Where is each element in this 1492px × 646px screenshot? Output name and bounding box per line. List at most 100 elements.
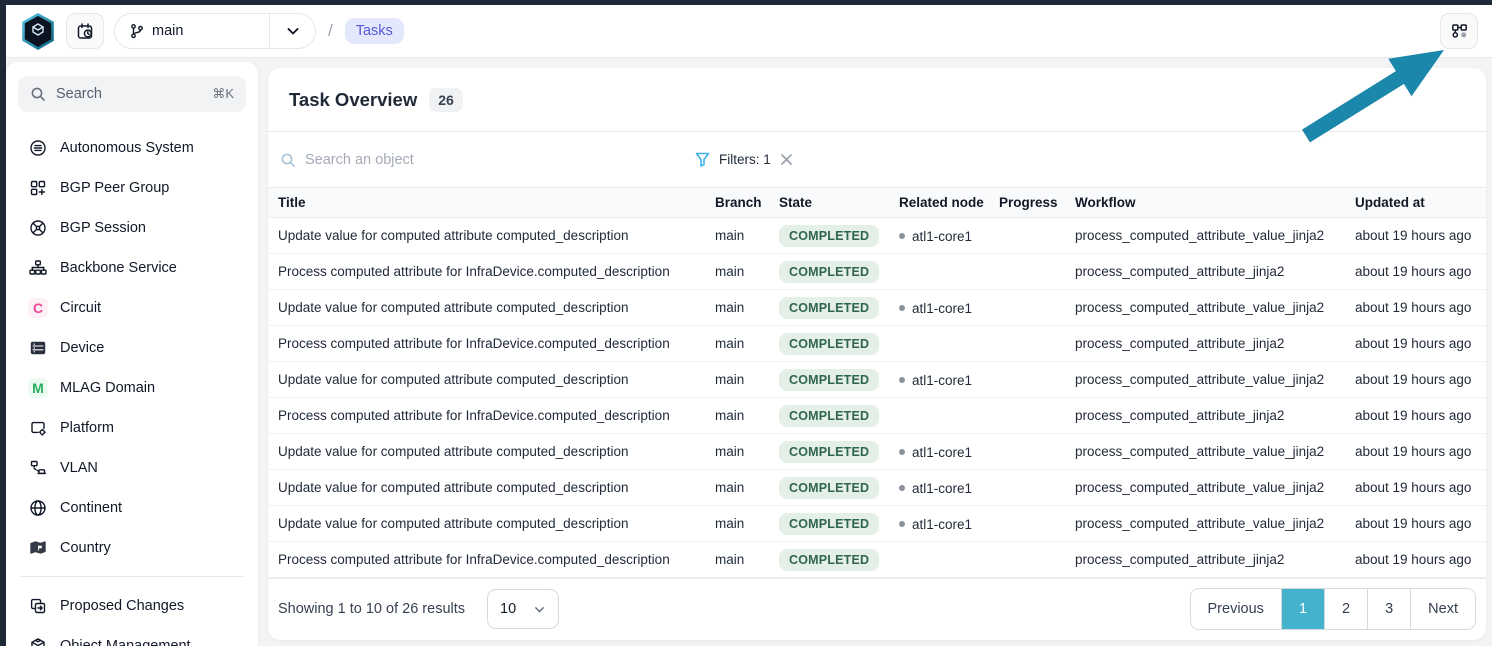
cell-related-node: atl1-core1 (889, 433, 989, 470)
page-size-select[interactable]: 10 (487, 589, 560, 629)
sidebar-item-label: MLAG Domain (60, 380, 156, 396)
branch-selector[interactable]: main (114, 13, 316, 49)
filters-control[interactable]: Filters: 1 (695, 152, 793, 167)
state-badge: COMPLETED (779, 368, 880, 391)
node-dot-icon (899, 449, 905, 456)
sidebar-divider (20, 576, 244, 577)
app-window: main / Tasks (6, 5, 1492, 646)
date-picker-button[interactable] (66, 13, 104, 49)
table-row[interactable]: Update value for computed attribute comp… (268, 469, 1486, 506)
cell-workflow: process_computed_attribute_jinja2 (1065, 325, 1345, 362)
cell-title: Update value for computed attribute comp… (268, 217, 705, 254)
sidebar-item-device[interactable]: Device (18, 328, 246, 368)
main-header: Task Overview 26 (268, 68, 1486, 132)
cell-branch: main (705, 217, 769, 254)
sidebar-item-label: Autonomous System (60, 140, 194, 156)
table-row[interactable]: Update value for computed attribute comp… (268, 505, 1486, 542)
page-button-1[interactable]: 1 (1280, 589, 1325, 629)
cell-progress (989, 469, 1065, 506)
sidebar-item-label: Device (60, 340, 105, 356)
sidebar-item-label: BGP Session (60, 220, 146, 236)
state-badge: COMPLETED (779, 332, 880, 355)
autonomous-system-icon (28, 138, 48, 158)
cell-related-node: atl1-core1 (889, 289, 989, 326)
sidebar-item-autonomous-system[interactable]: Autonomous System (18, 128, 246, 168)
previous-page-button[interactable]: Previous (1190, 589, 1281, 629)
next-page-button[interactable]: Next (1410, 589, 1475, 629)
table-row[interactable]: Process computed attribute for InfraDevi… (268, 325, 1486, 362)
cell-progress (989, 289, 1065, 326)
cell-related-node: atl1-core1 (889, 217, 989, 254)
sidebar-item-circuit[interactable]: C Circuit (18, 288, 246, 328)
sidebar-item-bgp-session[interactable]: BGP Session (18, 208, 246, 248)
cell-branch: main (705, 433, 769, 470)
cell-title: Update value for computed attribute comp… (268, 505, 705, 542)
state-badge: COMPLETED (779, 476, 880, 499)
cell-branch: main (705, 397, 769, 434)
sidebar-item-vlan[interactable]: VLAN (18, 448, 246, 488)
sidebar-search-placeholder: Search (56, 86, 102, 102)
sidebar-item-label: Object Management (60, 638, 191, 646)
sidebar-item-backbone-service[interactable]: Backbone Service (18, 248, 246, 288)
sidebar-item-label: Circuit (60, 300, 102, 316)
cell-workflow: process_computed_attribute_value_jinja2 (1065, 361, 1345, 398)
cell-updated-at: about 19 hours ago (1345, 289, 1486, 326)
cell-workflow: process_computed_attribute_jinja2 (1065, 397, 1345, 434)
cell-updated-at: about 19 hours ago (1345, 541, 1486, 578)
cell-branch: main (705, 505, 769, 542)
cell-title: Process computed attribute for InfraDevi… (268, 397, 705, 434)
cell-state: COMPLETED (769, 253, 889, 290)
sidebar-item-country[interactable]: Country (18, 528, 246, 568)
object-search-input[interactable] (305, 151, 535, 168)
sidebar-item-platform[interactable]: Platform (18, 408, 246, 448)
platform-icon (28, 418, 48, 438)
table-row[interactable]: Process computed attribute for InfraDevi… (268, 253, 1486, 290)
state-badge: COMPLETED (779, 224, 880, 247)
device-icon (28, 338, 48, 358)
sidebar: Search ⌘K Autonomous System BGP Peer Gro… (6, 62, 258, 646)
chevron-down-icon (285, 23, 301, 39)
node-dot-icon (899, 485, 905, 492)
cell-title: Process computed attribute for InfraDevi… (268, 253, 705, 290)
vlan-icon (28, 458, 48, 478)
branch-selector-caret[interactable] (269, 14, 315, 48)
table-row[interactable]: Update value for computed attribute comp… (268, 433, 1486, 470)
cell-progress (989, 541, 1065, 578)
bgp-peer-group-icon (28, 178, 48, 198)
breadcrumb-tasks[interactable]: Tasks (344, 18, 404, 44)
cell-progress (989, 217, 1065, 254)
table-row[interactable]: Update value for computed attribute comp… (268, 289, 1486, 326)
workflow-graph-button[interactable] (1440, 13, 1478, 49)
table-row[interactable]: Update value for computed attribute comp… (268, 217, 1486, 254)
page-button-2[interactable]: 2 (1324, 589, 1368, 629)
task-table-body: Update value for computed attribute comp… (268, 217, 1486, 578)
sidebar-item-continent[interactable]: Continent (18, 488, 246, 528)
table-row[interactable]: Process computed attribute for InfraDevi… (268, 541, 1486, 578)
state-badge: COMPLETED (779, 548, 880, 571)
map-flag-icon (28, 538, 48, 558)
sidebar-item-object-management[interactable]: Object Management (18, 626, 246, 646)
page-button-3[interactable]: 3 (1367, 589, 1411, 629)
sidebar-search[interactable]: Search ⌘K (18, 76, 246, 112)
clear-filters-button[interactable] (780, 153, 793, 166)
sidebar-item-bgp-peer-group[interactable]: BGP Peer Group (18, 168, 246, 208)
filter-funnel-icon (695, 152, 710, 167)
sidebar-item-label: Proposed Changes (60, 598, 185, 614)
cell-updated-at: about 19 hours ago (1345, 217, 1486, 254)
globe-icon (28, 498, 48, 518)
cell-state: COMPLETED (769, 505, 889, 542)
table-row[interactable]: Update value for computed attribute comp… (268, 361, 1486, 398)
sidebar-item-label: BGP Peer Group (60, 180, 170, 196)
cell-updated-at: about 19 hours ago (1345, 397, 1486, 434)
cell-related-node (889, 397, 989, 434)
cell-workflow: process_computed_attribute_value_jinja2 (1065, 469, 1345, 506)
sidebar-item-proposed-changes[interactable]: Proposed Changes (18, 586, 246, 626)
sidebar-item-mlag-domain[interactable]: M MLAG Domain (18, 368, 246, 408)
infrahub-logo-icon[interactable] (20, 12, 56, 50)
cell-workflow: process_computed_attribute_value_jinja2 (1065, 217, 1345, 254)
state-badge: COMPLETED (779, 404, 880, 427)
cell-updated-at: about 19 hours ago (1345, 361, 1486, 398)
backbone-service-icon (28, 258, 48, 278)
sidebar-nav: Autonomous System BGP Peer Group BGP Ses… (18, 128, 246, 646)
table-row[interactable]: Process computed attribute for InfraDevi… (268, 397, 1486, 434)
